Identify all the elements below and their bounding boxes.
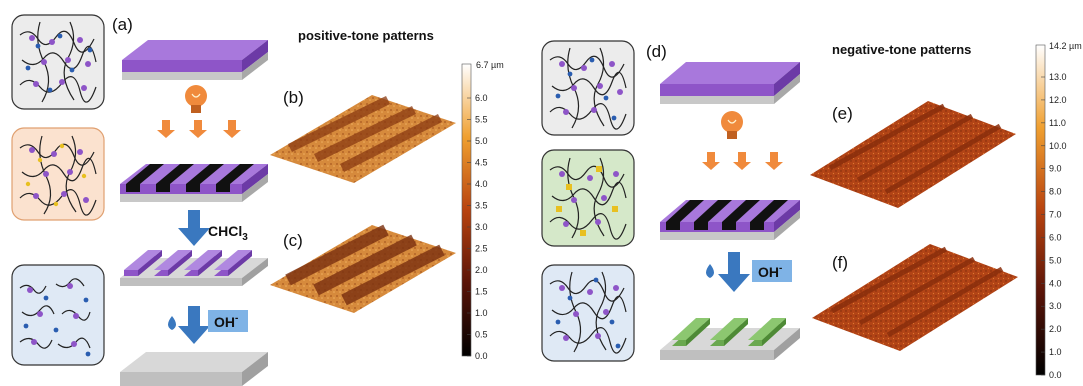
light-bulb-icon bbox=[185, 85, 207, 113]
panel-label-f: (f) bbox=[832, 253, 848, 272]
polymer-box-degraded bbox=[11, 264, 105, 366]
svg-text:OH-: OH- bbox=[758, 263, 782, 280]
polymer-box-initial bbox=[11, 14, 105, 110]
panel-label-b: (b) bbox=[283, 88, 304, 107]
height-scale-left bbox=[461, 63, 472, 357]
panel-label-e: (e) bbox=[832, 104, 853, 123]
afm-image-b bbox=[270, 95, 456, 183]
substrate-with-mask bbox=[120, 164, 268, 202]
light-exposure-arrows bbox=[157, 120, 241, 138]
scale-tick-label: 0.5 bbox=[475, 330, 488, 340]
scale-tick-label: 1.5 bbox=[475, 287, 488, 297]
scale-tick-label: 2.0 bbox=[1049, 324, 1062, 334]
polymer-box-after-base-right bbox=[541, 264, 635, 362]
solvent-label: CHCl3 bbox=[208, 223, 248, 243]
water-drop-icon-right bbox=[706, 264, 714, 278]
scale-left-ticks: 6.0 5.5 5.0 4.5 4.0 3.5 3.0 2.5 2.0 1.5 1.0 0.5 0.0 bbox=[467, 93, 488, 361]
base-arrow-right bbox=[718, 252, 750, 292]
scale-tick-label: 7.0 bbox=[1049, 210, 1062, 220]
substrate-purple-film bbox=[122, 40, 268, 80]
substrate-purple-film-right bbox=[660, 62, 800, 104]
scale-tick-label: 13.0 bbox=[1049, 72, 1067, 82]
polymer-box-exposed bbox=[11, 127, 105, 221]
light-exposure-arrows-right bbox=[702, 152, 783, 170]
afm-image-c bbox=[270, 224, 456, 313]
scale-right-ticks: 13.0 12.0 11.0 10.0 9.0 8.0 7.0 6.0 5.0 4.0 3.0 2.0… bbox=[1041, 72, 1067, 380]
scale-tick-label: 2.0 bbox=[475, 265, 488, 275]
scale-tick-label: 11.0 bbox=[1049, 118, 1066, 128]
base-arrow-left bbox=[178, 306, 210, 344]
scale-tick-label: 0.0 bbox=[1049, 370, 1062, 380]
scale-tick-label: 5.0 bbox=[1049, 255, 1062, 265]
negative-pattern-lines bbox=[660, 318, 800, 360]
scale-tick-label: 9.0 bbox=[1049, 164, 1062, 174]
scale-tick-label: 12.0 bbox=[1049, 95, 1067, 105]
scale-tick-label: 0.0 bbox=[475, 351, 488, 361]
scale-tick-label: 1.0 bbox=[475, 308, 488, 318]
water-drop-icon bbox=[168, 316, 176, 330]
scale-tick-label: 2.5 bbox=[475, 244, 488, 254]
positive-pattern-lines bbox=[120, 250, 268, 286]
scale-tick-label: 4.0 bbox=[475, 179, 488, 189]
scale-tick-label: 4.5 bbox=[475, 158, 488, 168]
scale-tick-label: 10.0 bbox=[1049, 141, 1067, 151]
positive-tone-title: positive-tone patterns bbox=[298, 28, 434, 43]
scale-tick-label: 1.0 bbox=[1049, 347, 1062, 357]
polymer-box-initial-right bbox=[541, 40, 635, 136]
height-scale-right bbox=[1035, 44, 1046, 376]
substrate-with-mask-right bbox=[660, 200, 800, 240]
scale-right-max: 14.2 µm bbox=[1049, 41, 1082, 51]
scale-tick-label: 5.0 bbox=[475, 136, 488, 146]
afm-image-e bbox=[810, 101, 1016, 208]
scale-tick-label: 6.0 bbox=[475, 93, 488, 103]
svg-text:OH-: OH- bbox=[214, 313, 238, 330]
scale-tick-label: 3.0 bbox=[1049, 301, 1062, 311]
bare-substrate bbox=[120, 352, 268, 386]
afm-image-f bbox=[812, 244, 1018, 351]
light-bulb-icon-right bbox=[721, 111, 743, 139]
base-label-right: OH- bbox=[752, 260, 792, 282]
scale-left-max: 6.7 µm bbox=[476, 60, 504, 70]
negative-tone-title: negative-tone patterns bbox=[832, 42, 971, 57]
panel-label-c: (c) bbox=[283, 231, 303, 250]
scale-tick-label: 3.5 bbox=[475, 201, 488, 211]
panel-label-a: (a) bbox=[112, 15, 133, 34]
base-label-left: OH- bbox=[208, 310, 248, 332]
scale-tick-label: 4.0 bbox=[1049, 278, 1062, 288]
scale-tick-label: 3.0 bbox=[475, 222, 488, 232]
scale-tick-label: 6.0 bbox=[1049, 232, 1062, 242]
scale-tick-label: 5.5 bbox=[475, 115, 488, 125]
panel-label-d: (d) bbox=[646, 42, 667, 61]
solvent-arrow bbox=[178, 210, 210, 246]
scale-tick-label: 8.0 bbox=[1049, 187, 1062, 197]
polymer-box-crosslinked bbox=[541, 149, 635, 247]
